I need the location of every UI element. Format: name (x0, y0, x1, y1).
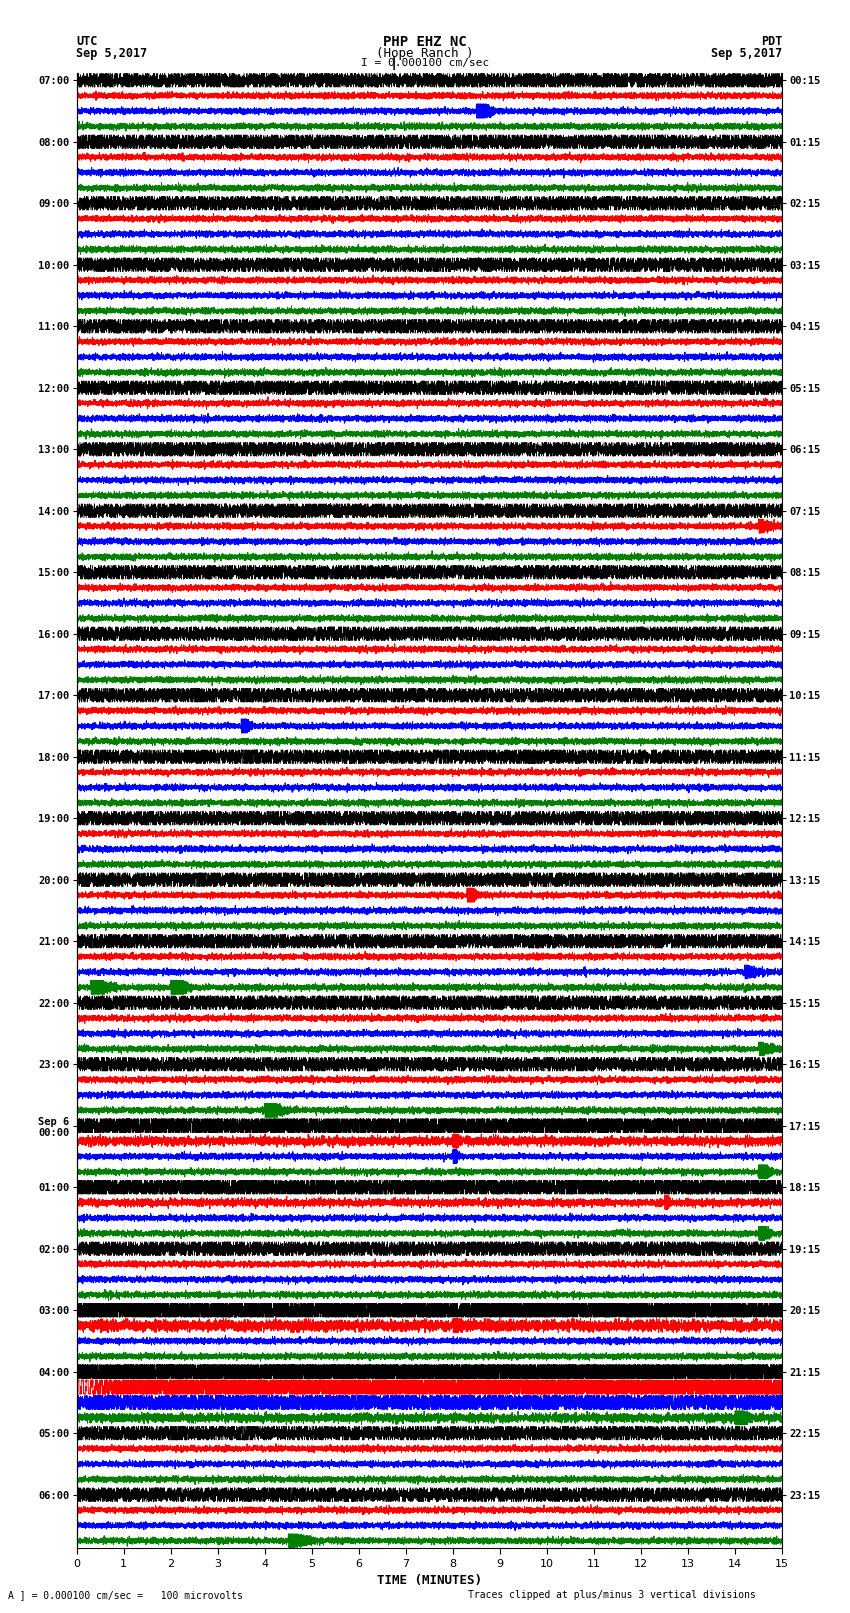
Text: (Hope Ranch ): (Hope Ranch ) (377, 47, 473, 60)
Text: PDT: PDT (761, 35, 782, 48)
Text: Traces clipped at plus/minus 3 vertical divisions: Traces clipped at plus/minus 3 vertical … (468, 1590, 756, 1600)
Text: I = 0.000100 cm/sec: I = 0.000100 cm/sec (361, 58, 489, 68)
Text: UTC: UTC (76, 35, 98, 48)
Text: Sep 5,2017: Sep 5,2017 (711, 47, 782, 60)
Text: A ] = 0.000100 cm/sec =   100 microvolts: A ] = 0.000100 cm/sec = 100 microvolts (8, 1590, 243, 1600)
Text: PHP EHZ NC: PHP EHZ NC (383, 35, 467, 50)
X-axis label: TIME (MINUTES): TIME (MINUTES) (377, 1574, 482, 1587)
Text: Sep 5,2017: Sep 5,2017 (76, 47, 148, 60)
Text: |: | (389, 56, 398, 69)
